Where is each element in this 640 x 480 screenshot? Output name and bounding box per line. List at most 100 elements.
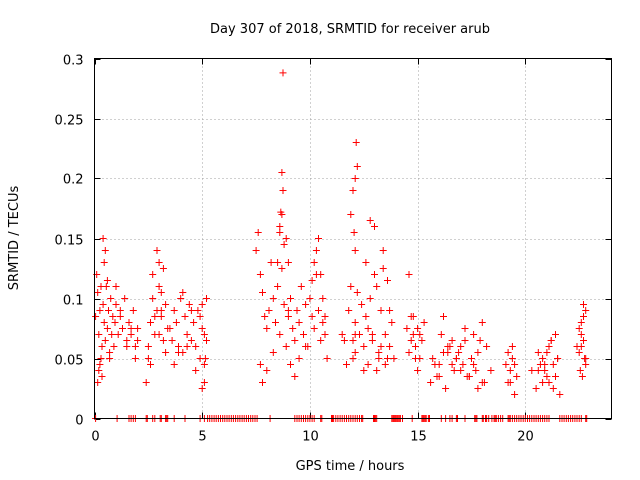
data-point: [412, 343, 419, 350]
data-point: [144, 343, 152, 350]
data-point: [112, 301, 120, 308]
data-point: [371, 223, 378, 230]
data-point: [123, 337, 131, 344]
data-point: [386, 307, 394, 314]
data-point: [435, 361, 443, 368]
data-point: [549, 385, 557, 392]
data-point: [375, 349, 383, 356]
data-point: [100, 259, 108, 266]
data-point: [450, 367, 458, 374]
data-point: [351, 247, 359, 254]
data-point: [371, 271, 378, 278]
data-point: [360, 367, 368, 374]
data-point: [373, 367, 381, 374]
data-point: [433, 373, 441, 380]
data-point: [386, 343, 394, 350]
data-point: [116, 313, 124, 320]
data-point: [110, 343, 118, 350]
data-point: [287, 361, 294, 368]
data-point: [170, 361, 178, 368]
data-point: [351, 319, 359, 326]
data-point: [308, 313, 316, 320]
data-point: [284, 313, 292, 320]
data-point: [321, 331, 329, 338]
data-point: [552, 331, 559, 338]
data-point: [429, 355, 437, 362]
data-point: [366, 295, 374, 302]
data-point: [302, 343, 310, 350]
data-point: [289, 325, 297, 332]
data-point: [106, 349, 114, 356]
data-point: [511, 361, 519, 368]
data-point: [97, 355, 105, 362]
data-point: [362, 259, 370, 266]
data-point: [274, 259, 282, 266]
data-point: [261, 313, 269, 320]
data-point: [455, 349, 463, 356]
data-point: [101, 247, 109, 254]
data-point: [539, 379, 547, 386]
data-point: [315, 307, 322, 314]
plot-frame: [94, 58, 612, 419]
data-point: [172, 319, 180, 326]
data-point: [95, 331, 103, 338]
data-point: [284, 259, 292, 266]
data-point: [414, 367, 422, 374]
data-point: [99, 301, 107, 308]
data-point: [373, 283, 381, 290]
data-point: [366, 217, 374, 224]
data-point: [168, 337, 176, 344]
y-tick-label: 0: [75, 414, 83, 429]
data-point: [181, 313, 189, 320]
data-point: [539, 355, 547, 362]
data-point: [252, 247, 260, 254]
data-point: [405, 349, 413, 356]
data-point: [310, 259, 318, 266]
data-point: [162, 301, 170, 308]
data-point: [427, 379, 435, 386]
data-point: [513, 373, 521, 380]
data-point: [183, 343, 191, 350]
data-point: [345, 307, 353, 314]
data-point: [306, 295, 314, 302]
data-point: [554, 355, 562, 362]
data-point: [457, 343, 465, 350]
data-point: [103, 325, 111, 332]
data-point: [582, 361, 590, 368]
data-point: [440, 313, 447, 320]
data-point: [420, 319, 428, 326]
data-point: [166, 325, 174, 332]
data-point: [194, 307, 202, 314]
data-point: [92, 313, 100, 320]
data-point: [256, 361, 264, 368]
data-point: [465, 373, 473, 380]
data-point: [541, 367, 549, 374]
data-point: [446, 343, 454, 350]
data-point: [279, 69, 287, 77]
data-point: [407, 313, 415, 320]
data-point: [276, 223, 284, 230]
data-point: [312, 247, 320, 254]
data-point: [414, 325, 422, 332]
x-axis-label: GPS time / hours: [296, 459, 405, 474]
data-point: [96, 361, 104, 368]
data-point: [452, 355, 460, 362]
data-point: [155, 283, 163, 290]
data-point: [338, 331, 346, 338]
data-point: [575, 349, 583, 356]
data-point: [319, 295, 327, 302]
data-point: [448, 361, 456, 368]
data-point: [381, 331, 389, 338]
x-tick-labels: 0 5 10 15 20: [91, 430, 533, 445]
data-point: [575, 325, 583, 332]
data-point: [351, 175, 359, 182]
data-point: [187, 307, 195, 314]
data-point: [379, 265, 387, 272]
y-tick-label: 0.1: [63, 294, 84, 309]
data-point: [259, 379, 266, 386]
data-point: [534, 367, 542, 374]
data-point: [183, 331, 191, 338]
chart-title: Day 307 of 2018, SRMTID for receiver aru…: [210, 22, 490, 37]
data-point: [177, 295, 185, 302]
data-point: [274, 283, 282, 290]
